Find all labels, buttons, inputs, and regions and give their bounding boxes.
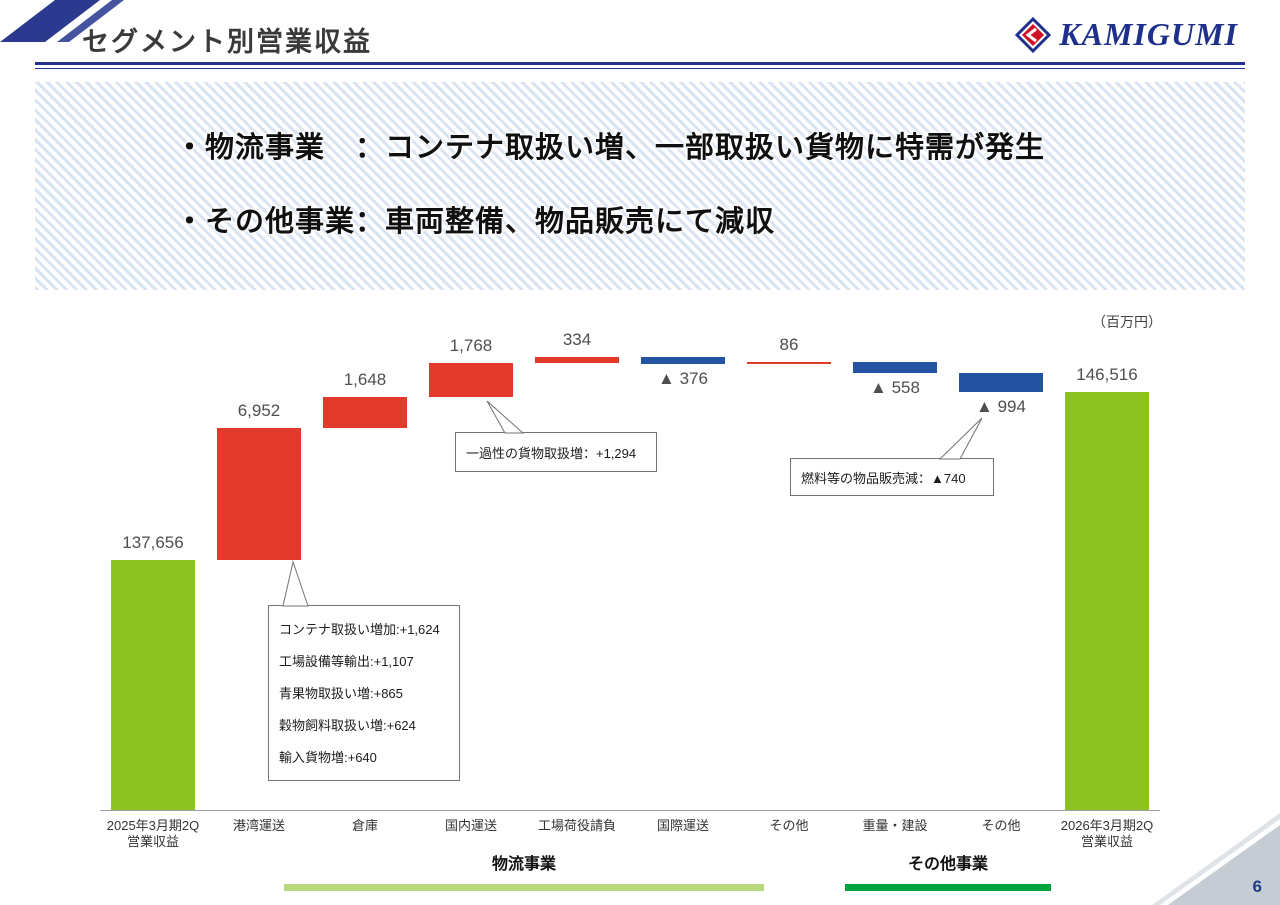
chart-unit-label: （百万円）: [1092, 314, 1162, 330]
bar-value-label: ▲ 994: [976, 396, 1026, 416]
category-label: 2026年3月期2Q 営業収益: [1060, 818, 1154, 849]
category-label: その他: [769, 818, 809, 833]
bar-value-label: 1,648: [343, 369, 387, 389]
category-label: その他: [981, 818, 1021, 833]
callout-line: 燃料等の物品販売減：▲740: [801, 470, 966, 486]
segment-group-bar: [284, 884, 764, 891]
segment-group-label: 物流事業: [491, 856, 556, 873]
segment-group-label: その他事業: [907, 856, 988, 873]
summary-line-logistics: ・物流事業 ：コンテナ取扱い増、一部取扱い貨物に特需が発生: [175, 132, 1046, 164]
waterfall-bar: [747, 362, 831, 365]
segment-group-bar: [845, 884, 1051, 891]
category-label: 工場荷役請負: [537, 818, 616, 833]
page-number: 6: [1252, 877, 1262, 896]
bar-value-label: 334: [562, 329, 592, 349]
callout-line: 輸入貨物増:+640: [279, 750, 377, 765]
callout-line: 工場設備等輸出:+1,107: [279, 654, 414, 669]
waterfall-bar: [641, 356, 725, 364]
category-label: 重量・建設: [862, 818, 928, 833]
page-title: セグメント別営業収益: [82, 27, 372, 57]
callout-line: 青果物取扱い増:+865: [279, 686, 403, 701]
corner-triangle: [1168, 825, 1280, 905]
waterfall-bar: [1065, 391, 1149, 810]
bar-value-label: 1,768: [449, 336, 493, 356]
category-label: 港湾運送: [232, 818, 285, 833]
category-label: 2025年3月期2Q 営業収益: [106, 818, 200, 849]
bar-value-label: 146,516: [1076, 364, 1138, 384]
kamigumi-logo: KAMIGUMI: [1015, 16, 1238, 53]
callout-fuel-sales: 燃料等の物品販売減：▲740: [790, 458, 994, 496]
bar-value-label: 86: [779, 335, 799, 355]
callout-port-transport-detail: コンテナ取扱い増加:+1,624 工場設備等輸出:+1,107 青果物取扱い増:+8…: [268, 605, 460, 781]
summary-box: ・物流事業 ：コンテナ取扱い増、一部取扱い貨物に特需が発生 ・その他事業：車両整…: [35, 82, 1245, 290]
corner-slash-decoration: [0, 0, 124, 42]
summary-line-other: ・その他事業：車両整備、物品販売にて減収: [175, 206, 776, 238]
callout-line: 一過性の貨物取扱増：+1,294: [466, 445, 637, 461]
category-label: 倉庫: [351, 818, 378, 833]
kamigumi-logo-text: KAMIGUMI: [1059, 16, 1238, 52]
waterfall-bar: [853, 362, 937, 373]
waterfall-bar: [217, 427, 301, 561]
bar-value-label: 6,952: [237, 400, 281, 420]
kamigumi-diamond-icon: [1015, 16, 1052, 53]
callout-transient-cargo: 一過性の貨物取扱増：+1,294: [455, 432, 657, 472]
callout-line: コンテナ取扱い増加:+1,624: [279, 622, 440, 637]
waterfall-bar: [429, 363, 513, 397]
header-divider: [35, 62, 1245, 69]
waterfall-bar: [959, 372, 1043, 392]
bar-value-label: 137,656: [122, 533, 184, 553]
bar-value-label: ▲ 376: [658, 368, 708, 388]
bar-value-label: ▲ 558: [870, 377, 920, 397]
category-label: 国内運送: [444, 818, 497, 833]
waterfall-bar: [111, 560, 195, 810]
waterfall-bar: [323, 396, 407, 428]
callout-line: 穀物飼料取扱い増:+624: [279, 718, 416, 733]
waterfall-bar: [535, 356, 619, 364]
category-label: 国際運送: [656, 818, 709, 833]
chart-axis-line: [100, 810, 1160, 811]
